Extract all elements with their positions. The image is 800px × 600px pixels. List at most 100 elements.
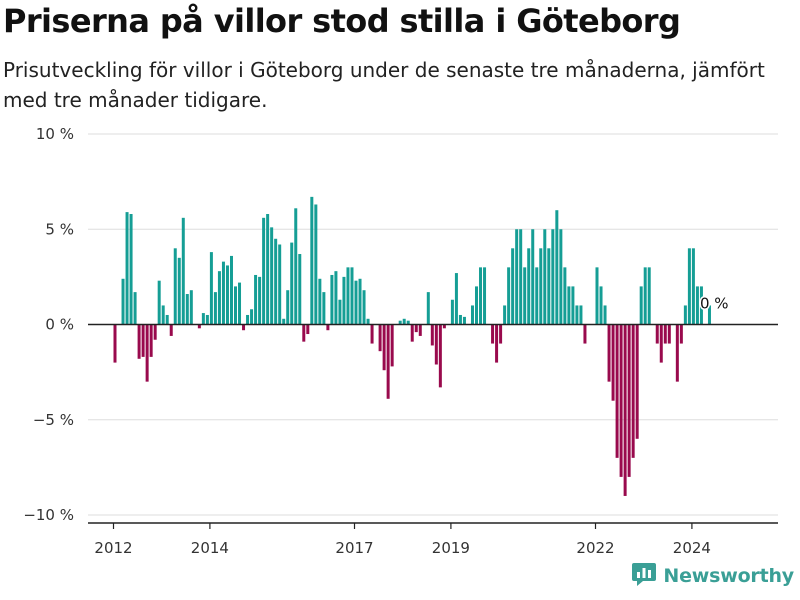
negative-bar xyxy=(659,324,663,363)
positive-bar xyxy=(290,242,294,325)
negative-bar xyxy=(141,324,145,357)
y-tick-label: 0 % xyxy=(45,316,74,334)
negative-bar xyxy=(619,324,623,477)
positive-bar xyxy=(647,267,651,325)
positive-bar xyxy=(254,274,258,325)
negative-bar xyxy=(390,324,394,367)
negative-bar xyxy=(655,324,659,344)
positive-bar xyxy=(334,271,338,325)
positive-bar xyxy=(322,292,326,325)
negative-bar xyxy=(679,324,683,344)
positive-bar xyxy=(221,261,225,325)
negative-bar xyxy=(434,324,438,365)
negative-bar xyxy=(663,324,667,344)
negative-bar xyxy=(438,324,442,388)
positive-bar xyxy=(547,248,551,325)
positive-bar xyxy=(246,314,250,325)
positive-bar xyxy=(346,267,350,325)
positive-bar xyxy=(217,271,221,325)
positive-bar xyxy=(462,316,466,325)
positive-bar xyxy=(358,278,362,325)
positive-bar xyxy=(454,273,458,325)
end-value-label: 0 % xyxy=(700,295,729,313)
y-tick-label: 5 % xyxy=(45,220,74,238)
negative-bar xyxy=(302,324,306,342)
chart-title: Priserna på villor stod stilla i Götebor… xyxy=(3,2,681,40)
positive-bar xyxy=(559,229,563,325)
positive-bar xyxy=(133,292,137,325)
positive-bar xyxy=(699,286,703,325)
positive-bar xyxy=(342,276,346,325)
positive-bar xyxy=(157,280,161,325)
positive-bar xyxy=(599,286,603,325)
positive-bar xyxy=(579,305,583,325)
brand-name: Newsworthy xyxy=(663,565,794,587)
positive-bar xyxy=(527,248,531,325)
positive-bar xyxy=(639,286,643,325)
negative-bar xyxy=(675,324,679,382)
positive-bar xyxy=(450,299,454,325)
positive-bar xyxy=(125,212,129,325)
x-tick-label: 2019 xyxy=(432,539,470,557)
x-tick-label: 2022 xyxy=(576,539,614,557)
negative-bar xyxy=(306,324,310,335)
positive-bar xyxy=(266,214,270,325)
negative-bar xyxy=(615,324,619,458)
negative-bar xyxy=(169,324,173,336)
positive-bar xyxy=(238,282,242,325)
positive-bar xyxy=(362,290,366,325)
positive-bar xyxy=(177,257,181,325)
positive-bar xyxy=(318,278,322,325)
y-tick-label: −5 % xyxy=(33,411,74,429)
positive-bar xyxy=(205,314,209,325)
positive-bar xyxy=(201,313,205,325)
negative-bar xyxy=(635,324,639,439)
negative-bar xyxy=(149,324,153,357)
positive-bar xyxy=(483,267,487,325)
negative-bar xyxy=(491,324,495,344)
positive-bar xyxy=(503,305,507,325)
positive-bar xyxy=(507,267,511,325)
positive-bar xyxy=(354,280,358,325)
negative-bar xyxy=(410,324,414,342)
positive-bar xyxy=(643,267,647,325)
negative-bar xyxy=(414,324,418,333)
positive-bar xyxy=(398,320,402,325)
negative-bar xyxy=(197,324,201,329)
positive-bar xyxy=(298,254,302,325)
negative-bar xyxy=(113,324,117,363)
positive-bar xyxy=(426,292,430,325)
positive-bar xyxy=(475,286,479,325)
positive-bar xyxy=(515,229,519,325)
negative-bar xyxy=(153,324,157,340)
positive-bar xyxy=(229,255,233,325)
positive-bar xyxy=(161,305,165,325)
positive-bar xyxy=(294,208,298,325)
positive-bar xyxy=(687,248,691,325)
newsworthy-brand: Newsworthy xyxy=(631,561,794,591)
positive-bar xyxy=(567,286,571,325)
axes: −10 % −5 % 0 % 5 % 10 % 2012 2014 2017 2019 2022 2… xyxy=(23,125,778,557)
positive-bar xyxy=(274,238,278,325)
bar-chart-logo-icon xyxy=(631,561,657,591)
positive-bar xyxy=(543,229,547,325)
positive-bar xyxy=(262,217,266,325)
positive-bar xyxy=(165,314,169,325)
positive-bar xyxy=(129,214,133,325)
positive-bar xyxy=(479,267,483,325)
negative-bar xyxy=(242,324,246,331)
positive-bar xyxy=(209,252,213,325)
gridlines xyxy=(88,133,778,516)
positive-bar xyxy=(575,305,579,325)
negative-bar xyxy=(499,324,503,344)
negative-bar xyxy=(326,324,330,331)
positive-bar xyxy=(555,210,559,325)
x-tick-label: 2014 xyxy=(191,539,229,557)
negative-bar xyxy=(378,324,382,352)
positive-bar xyxy=(691,248,695,325)
positive-bar xyxy=(523,267,527,325)
negative-bar xyxy=(137,324,141,359)
negative-bar xyxy=(382,324,386,371)
positive-bar xyxy=(234,286,238,325)
